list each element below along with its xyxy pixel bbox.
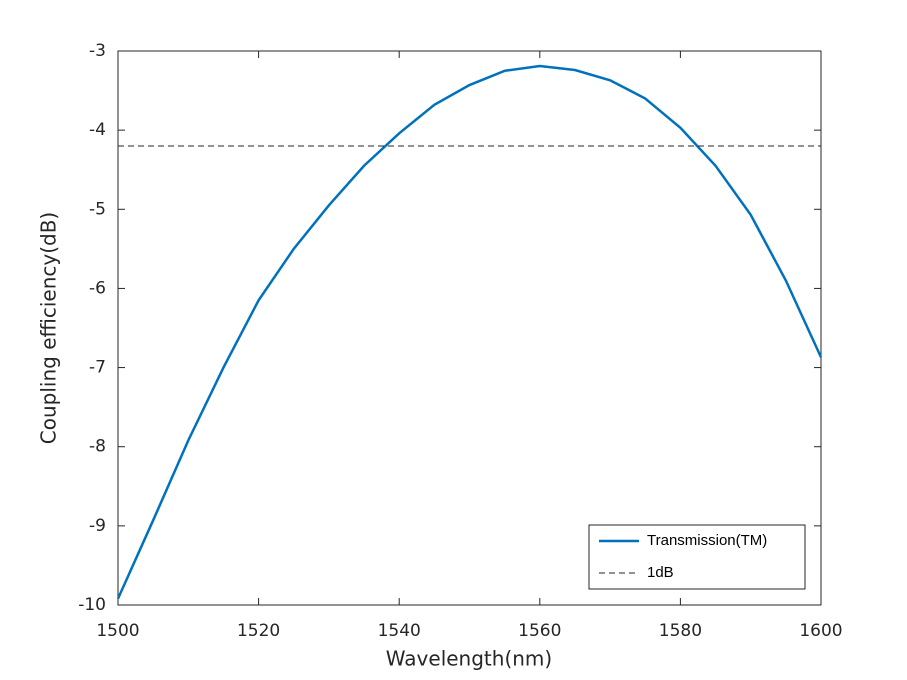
y-tick-label: -6 (89, 278, 106, 298)
plot-area (117, 50, 822, 606)
series-line (116, 64, 823, 600)
x-tick-label: 1580 (659, 621, 702, 641)
y-tick-label: -8 (89, 437, 106, 457)
y-tick-label: -4 (89, 120, 106, 140)
x-tick-label: 1520 (237, 621, 280, 641)
legend-box (588, 524, 806, 590)
y-tick-label: -9 (89, 516, 106, 536)
x-axis-label: Wavelength(nm) (386, 647, 552, 671)
y-tick-label: -7 (89, 358, 106, 378)
x-tick-label: 1600 (799, 621, 842, 641)
y-tick-label: -5 (89, 199, 106, 219)
legend-label: 1dB (647, 564, 674, 581)
y-axis-label: Coupling efficiency(dB) (37, 212, 61, 444)
y-tick-label: -3 (89, 41, 106, 61)
legend-label: Transmission(TM) (647, 532, 767, 549)
x-tick-label: 1500 (96, 621, 139, 641)
y-tick-label: -10 (78, 595, 106, 615)
x-tick-label: 1540 (378, 621, 421, 641)
x-tick-label: 1560 (518, 621, 561, 641)
